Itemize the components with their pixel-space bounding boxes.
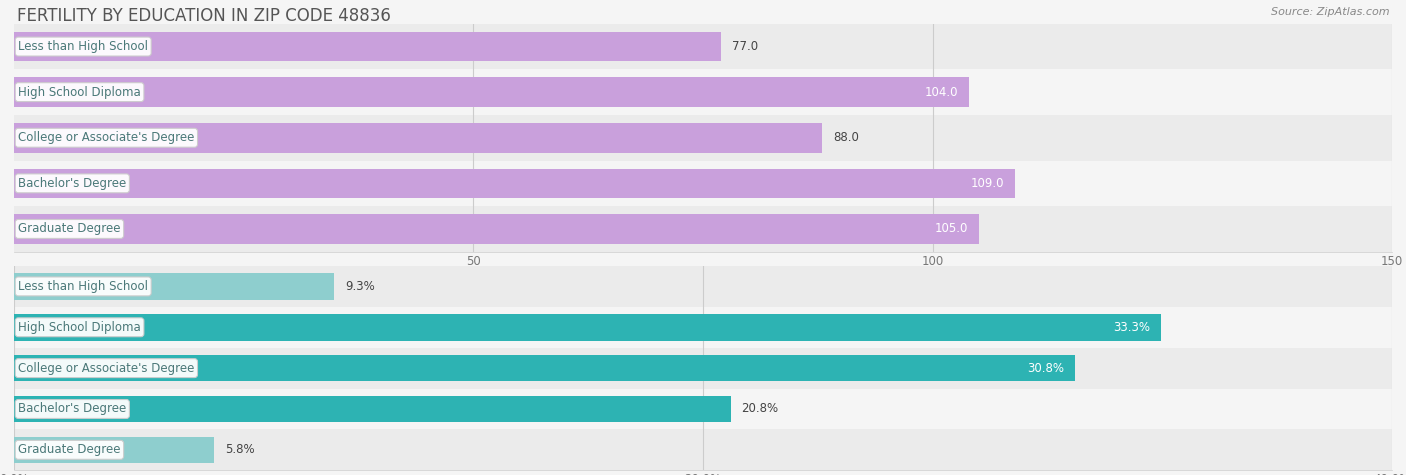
Text: Graduate Degree: Graduate Degree — [18, 443, 121, 456]
Bar — [14, 437, 214, 463]
Text: 88.0: 88.0 — [834, 131, 859, 144]
Bar — [14, 266, 1392, 307]
Text: 5.8%: 5.8% — [225, 443, 254, 456]
Text: 109.0: 109.0 — [970, 177, 1004, 190]
Text: 105.0: 105.0 — [934, 222, 967, 236]
Text: College or Associate's Degree: College or Associate's Degree — [18, 131, 194, 144]
Bar — [14, 273, 335, 300]
Bar — [14, 77, 969, 107]
Bar — [14, 348, 1392, 389]
Bar — [14, 169, 1015, 198]
Text: 20.8%: 20.8% — [741, 402, 779, 416]
Bar — [14, 115, 1392, 161]
Bar — [14, 214, 979, 244]
Text: Graduate Degree: Graduate Degree — [18, 222, 121, 236]
Bar — [14, 355, 1076, 381]
Text: 77.0: 77.0 — [733, 40, 758, 53]
Text: 9.3%: 9.3% — [346, 280, 375, 293]
Text: High School Diploma: High School Diploma — [18, 321, 141, 334]
Bar — [14, 32, 721, 61]
Text: 104.0: 104.0 — [925, 86, 959, 99]
Text: Source: ZipAtlas.com: Source: ZipAtlas.com — [1271, 7, 1389, 17]
Bar — [14, 396, 731, 422]
Text: Less than High School: Less than High School — [18, 40, 148, 53]
Text: College or Associate's Degree: College or Associate's Degree — [18, 361, 194, 375]
Bar — [14, 429, 1392, 470]
Bar — [14, 161, 1392, 206]
Text: FERTILITY BY EDUCATION IN ZIP CODE 48836: FERTILITY BY EDUCATION IN ZIP CODE 48836 — [17, 7, 391, 25]
Text: Bachelor's Degree: Bachelor's Degree — [18, 177, 127, 190]
Bar — [14, 123, 823, 152]
Bar — [14, 389, 1392, 429]
Bar — [14, 24, 1392, 69]
Text: 30.8%: 30.8% — [1026, 361, 1064, 375]
Bar — [14, 307, 1392, 348]
Text: High School Diploma: High School Diploma — [18, 86, 141, 99]
Bar — [14, 206, 1392, 252]
Bar — [14, 69, 1392, 115]
Text: 33.3%: 33.3% — [1114, 321, 1150, 334]
Bar — [14, 314, 1161, 341]
Text: Bachelor's Degree: Bachelor's Degree — [18, 402, 127, 416]
Text: Less than High School: Less than High School — [18, 280, 148, 293]
